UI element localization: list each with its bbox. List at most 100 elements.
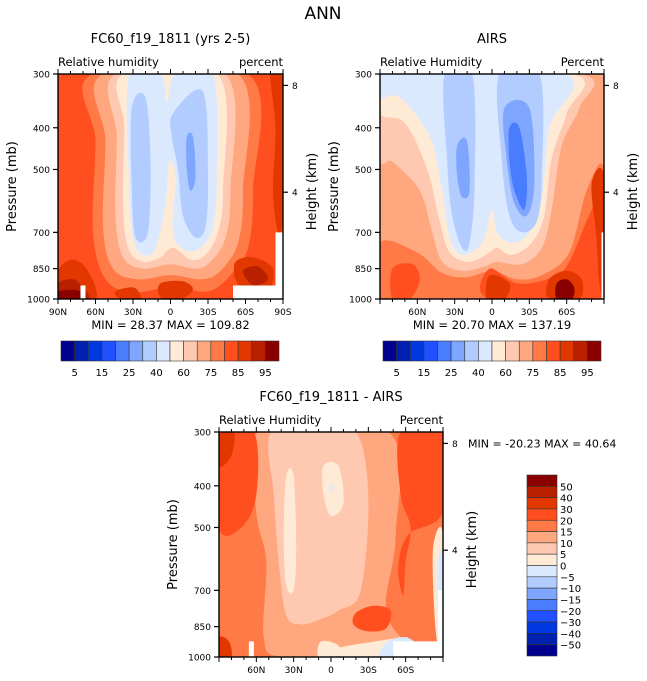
colorbar-box xyxy=(526,531,558,544)
colorbar-box xyxy=(437,340,452,362)
colorbar-box xyxy=(142,340,157,362)
colorbar-box xyxy=(423,340,438,362)
colorbar-label: 30 xyxy=(560,505,573,516)
colorbar-box xyxy=(526,542,558,555)
contour-region xyxy=(130,92,151,243)
x-tick-label: 60N xyxy=(247,666,265,676)
contour-region xyxy=(322,461,344,517)
y-tick-label: 400 xyxy=(194,482,211,492)
colorbar-label: 50 xyxy=(560,482,573,493)
y-tick-label: 300 xyxy=(194,429,211,439)
colorbar-box xyxy=(115,340,130,362)
x-tick-label: 30S xyxy=(360,666,377,676)
x-tick-label: 30S xyxy=(521,308,538,318)
contour-field xyxy=(219,432,443,657)
contour-region xyxy=(219,432,235,467)
contour-region xyxy=(390,263,420,299)
y-tick-label: 400 xyxy=(355,124,372,134)
x-tick-label: 60S xyxy=(397,666,414,676)
contour-region xyxy=(283,467,297,594)
colorbar-label: 75 xyxy=(205,368,218,379)
y-tick-label: 850 xyxy=(355,265,372,275)
colorbar-box xyxy=(74,340,89,362)
right-string: Percent xyxy=(400,413,444,427)
colorbar-box xyxy=(169,340,184,362)
x-tick-label: 30S xyxy=(199,308,216,318)
colorbar-label: 15 xyxy=(418,368,431,379)
y-right-tick-label: 8 xyxy=(613,82,619,92)
colorbar-box xyxy=(464,340,479,362)
colorbar-box xyxy=(251,340,266,362)
contour-region xyxy=(479,186,604,299)
y-right-tick-label: 4 xyxy=(452,547,458,557)
y-right-tick-label: 8 xyxy=(292,82,298,92)
colorbar-label: 15 xyxy=(560,528,573,539)
panel-diff: FC60_f19_1811 - AIRS Relative Humidity Per… xyxy=(166,390,616,676)
y-tick-label: 1000 xyxy=(188,654,211,664)
contour-region xyxy=(352,605,392,632)
colorbar-box xyxy=(526,553,558,566)
x-tick-label: 30N xyxy=(124,308,142,318)
colorbar-label: 40 xyxy=(472,368,485,379)
contour-region xyxy=(242,266,269,286)
colorbar-box xyxy=(478,340,493,362)
colorbar-box xyxy=(526,610,558,623)
y-tick-label: 500 xyxy=(194,524,211,534)
colorbar-box xyxy=(526,599,558,612)
y-tick-label: 850 xyxy=(194,623,211,633)
contour-region xyxy=(219,636,233,657)
missing-data-mask xyxy=(275,232,283,286)
colorbar: 5 15 25 40 60 75 85 95 xyxy=(60,340,280,379)
contour-region xyxy=(591,167,604,299)
colorbar-box xyxy=(237,340,253,362)
x-tick-label: 0 xyxy=(489,308,495,318)
panel-title: FC60_f19_1811 - AIRS xyxy=(259,390,402,405)
colorbar-box xyxy=(101,340,116,362)
colorbar-box xyxy=(450,340,466,362)
colorbar-box xyxy=(382,340,397,362)
colorbar-box xyxy=(518,340,534,362)
contour-region xyxy=(317,640,340,657)
colorbar-label: 5 xyxy=(560,550,566,561)
y-right-tick-label: 4 xyxy=(613,189,619,199)
y-right-tick-label: 8 xyxy=(452,440,458,450)
contour-region xyxy=(157,280,194,299)
colorbar-box xyxy=(183,340,198,362)
contour-field xyxy=(58,74,283,299)
colorbar-label: 60 xyxy=(499,368,512,379)
figure-title: ANN xyxy=(304,4,341,24)
panel-title: AIRS xyxy=(477,32,507,47)
contour-region xyxy=(329,485,333,491)
min-max-label: MIN = -20.23 MAX = 40.64 xyxy=(468,437,616,450)
contour-region xyxy=(555,279,575,299)
colorbar-label: 0 xyxy=(560,562,566,573)
colorbar-box xyxy=(210,340,225,362)
colorbar-label: 15 xyxy=(96,368,109,379)
colorbar-box xyxy=(526,587,558,600)
colorbar-label: −10 xyxy=(560,584,581,595)
y-right-tick-label: 4 xyxy=(292,189,298,199)
y-tick-label: 700 xyxy=(194,587,211,597)
y-tick-label: 1000 xyxy=(349,296,372,306)
contour-region xyxy=(397,432,443,596)
missing-data-mask xyxy=(233,285,283,299)
colorbar-label: 40 xyxy=(150,368,163,379)
y-tick-label: 700 xyxy=(355,229,372,239)
x-tick-label: 0 xyxy=(328,666,334,676)
contour-region xyxy=(270,74,283,234)
colorbar-label: 25 xyxy=(445,368,458,379)
colorbar-box xyxy=(87,340,103,362)
colorbar-label: −40 xyxy=(560,629,581,640)
colorbar-label: 5 xyxy=(393,368,399,379)
colorbar-box xyxy=(526,644,558,657)
colorbar-box xyxy=(526,621,558,634)
contour-region xyxy=(485,274,511,299)
y-axis-label: Pressure (mb) xyxy=(327,141,342,232)
y-tick-label: 850 xyxy=(33,265,50,275)
colorbar-box xyxy=(409,340,425,362)
x-tick-label: 60S xyxy=(237,308,254,318)
x-tick-label: 0 xyxy=(168,308,174,318)
left-string: Relative Humidity xyxy=(219,413,321,427)
colorbar-label: 20 xyxy=(560,516,573,527)
